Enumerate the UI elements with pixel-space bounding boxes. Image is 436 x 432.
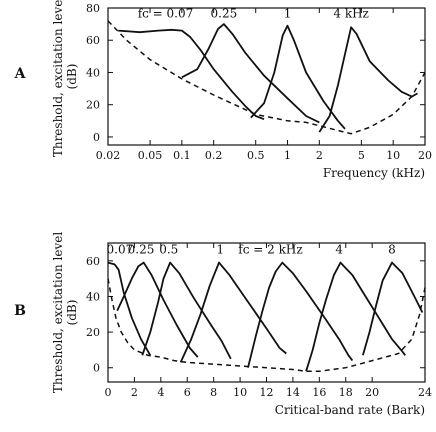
- y-tick-label: 20: [86, 326, 100, 339]
- curve-annotation: 1: [216, 243, 224, 257]
- x-tick-label: 6: [184, 386, 191, 399]
- excitation-curve-7: [362, 261, 424, 356]
- excitation-curve-4: [179, 261, 287, 363]
- y-tick-label: 60: [86, 255, 100, 268]
- x-tick-label: 18: [339, 386, 353, 399]
- y-axis-label: Threshold, excitation level: [51, 232, 65, 393]
- x-tick-label: 20: [418, 149, 432, 162]
- x-tick-label: 4: [157, 386, 164, 399]
- curve-annotation: 0.5: [159, 243, 178, 257]
- x-tick-label: 20: [365, 386, 379, 399]
- excitation-curve-1: [107, 261, 152, 356]
- x-tick-label: 1: [284, 149, 291, 162]
- y-tick-label: 60: [86, 34, 100, 47]
- excitation-curve-4: [318, 26, 418, 133]
- x-tick-label: 0: [105, 386, 112, 399]
- chart-panel-b: 0 2 4 6 8 10 12 14 16 18 20 240204060Critical-band …: [14, 232, 432, 417]
- x-tick-label: 10: [386, 149, 400, 162]
- y-axis-label-unit: (dB): [65, 64, 79, 90]
- excitation-curve-2: [181, 23, 320, 124]
- x-tick-label: 2: [316, 149, 323, 162]
- threshold-curve: [107, 20, 426, 135]
- x-tick-label: 0.05: [138, 149, 163, 162]
- x-tick-label: 0.02: [96, 149, 121, 162]
- curve-annotation: 0.25: [128, 243, 155, 257]
- x-tick-label: 0.1: [173, 149, 191, 162]
- curve-annotation: 4 kHz: [333, 7, 369, 21]
- curve-annotation: fᴄ = 0.07: [138, 7, 194, 21]
- x-axis-label: Critical-band rate (Bark): [275, 403, 425, 417]
- y-tick-label: 0: [93, 362, 100, 375]
- x-tick-label: 0.5: [247, 149, 265, 162]
- y-tick-label: 40: [86, 66, 100, 79]
- plot-frame: [107, 7, 426, 146]
- x-tick-label: 2: [131, 386, 138, 399]
- y-axis-label: Threshold, excitation level: [51, 0, 65, 157]
- curve-annotation: 8: [388, 243, 396, 257]
- threshold-curve: [107, 278, 426, 373]
- x-tick-label: 5: [358, 149, 365, 162]
- x-tick-label: 12: [260, 386, 274, 399]
- curve-annotation: 0.07: [107, 243, 134, 257]
- excitation-curve-2: [116, 261, 199, 358]
- excitation-curve-1: [118, 28, 265, 121]
- y-tick-label: 40: [86, 290, 100, 303]
- curve-annotation: fᴄ = 2 kHz: [238, 243, 302, 257]
- x-tick-label: 0.2: [205, 149, 223, 162]
- curve-annotation: 1: [284, 7, 292, 21]
- excitation-curve-5: [247, 261, 354, 368]
- x-tick-label: 8: [210, 386, 217, 399]
- y-tick-label: 0: [93, 131, 100, 144]
- y-axis-label-unit: (dB): [65, 300, 79, 326]
- x-tick-label: 24: [418, 386, 432, 399]
- x-axis-label: Frequency (kHz): [323, 166, 425, 180]
- panel-label: B: [14, 303, 26, 319]
- excitation-curve-3: [141, 261, 232, 360]
- x-tick-label: 14: [286, 386, 300, 399]
- curve-annotation: 0.25: [211, 7, 238, 21]
- y-tick-label: 80: [86, 2, 100, 15]
- x-tick-label: 16: [312, 386, 326, 399]
- y-tick-label: 20: [86, 99, 100, 112]
- chart-panel-a: 0.02 0.05 0.1 0.2 0.5 1 2 5 10 20 0 20 40 60 80 Frequen…: [14, 0, 432, 180]
- x-tick-label: 10: [233, 386, 247, 399]
- panel-label: A: [14, 66, 27, 82]
- excitation-curve-6: [305, 261, 406, 372]
- curve-annotation: 4: [335, 243, 343, 257]
